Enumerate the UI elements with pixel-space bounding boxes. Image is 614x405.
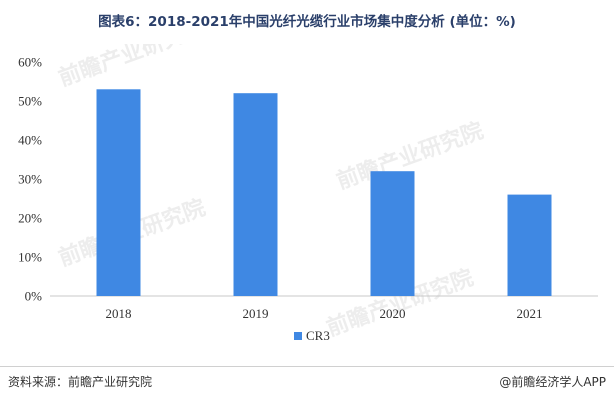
y-tick-label: 60% <box>18 55 42 70</box>
legend-label: CR3 <box>306 328 330 343</box>
chart-title: 图表6：2018-2021年中国光纤光缆行业市场集中度分析 (单位：%) <box>98 14 516 30</box>
y-tick-label: 0% <box>25 289 43 304</box>
y-tick-label: 20% <box>18 211 42 226</box>
bar-2021 <box>507 194 552 296</box>
y-tick-label: 30% <box>18 172 42 187</box>
x-tick-label: 2020 <box>380 306 406 321</box>
y-tick-label: 50% <box>18 94 42 109</box>
y-tick-labels: 0% 10% 20% 30% 40% 50% 60% <box>18 55 42 304</box>
x-tick-labels: 2018 2019 2020 2021 <box>106 306 543 321</box>
bar-2018 <box>96 89 141 296</box>
bar-2019 <box>233 93 278 296</box>
y-tick-label: 40% <box>18 133 42 148</box>
bar-chart: 前瞻产业研究院 前瞻产业研究院 前瞻产业研究院 前瞻产业研究院 0%10%20%… <box>18 44 598 343</box>
legend: CR3 <box>294 328 330 343</box>
bars <box>96 89 552 296</box>
x-tick-label: 2019 <box>243 306 269 321</box>
watermark-1: 前瞻产业研究院 <box>55 44 209 92</box>
brand-credit: @前瞻经济学人APP <box>499 375 606 389</box>
x-tick-label: 2021 <box>517 306 543 321</box>
bar-2020 <box>370 171 415 296</box>
x-tick-label: 2018 <box>106 306 132 321</box>
y-tick-label: 10% <box>18 250 42 265</box>
footer-divider <box>0 366 614 367</box>
source-note: 资料来源：前瞻产业研究院 <box>8 375 153 389</box>
legend-swatch <box>294 332 302 340</box>
